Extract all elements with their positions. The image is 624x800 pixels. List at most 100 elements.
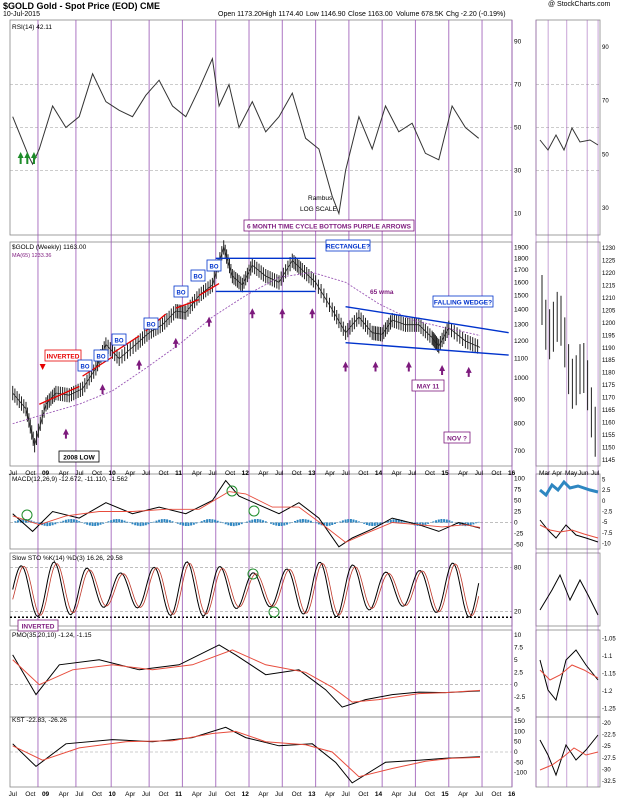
bo-annotation-box — [173, 285, 189, 298]
side-y-tick-label: 1160 — [602, 420, 616, 426]
sto-inverted-annotation-box — [17, 619, 59, 632]
x-tick-label: Jul — [275, 791, 284, 798]
price-series-line — [12, 245, 481, 446]
y-tick-label: 50 — [514, 497, 522, 504]
side-sto-line — [539, 573, 599, 616]
cycle-bottom-arrow — [206, 316, 213, 327]
y-tick-label: 80 — [514, 565, 522, 572]
cycle-bottom-arrow — [99, 384, 106, 395]
x-tick-label: Jul — [275, 470, 284, 477]
panel-legend: Slow STO %K(14) %D(3) 16.26, 29.58 — [12, 555, 123, 562]
inverted-annotation-box — [44, 349, 82, 362]
x-tick-label: 13 — [308, 470, 316, 477]
bo-annotation: BO — [147, 323, 156, 329]
x-tick-label: Jul — [142, 470, 151, 477]
x-tick-label: Jul — [475, 470, 484, 477]
bo-annotation: BO — [194, 275, 203, 281]
y-tick-label: 25 — [514, 509, 522, 516]
x-tick-label: Jul — [342, 470, 351, 477]
x-tick-label: 13 — [308, 791, 316, 798]
green-circle — [248, 505, 260, 517]
x-tick-label: 16 — [508, 470, 516, 477]
x-tick-label: Oct — [358, 470, 368, 477]
side-y-tick-label: 1215 — [602, 284, 616, 290]
x-tick-label: 09 — [42, 470, 50, 477]
x-tick-label: 15 — [441, 470, 449, 477]
panel-frame-sto — [9, 552, 513, 627]
x-tick-label: 11 — [175, 791, 182, 798]
y-tick-label: -5 — [514, 707, 520, 714]
x-tick-label: Oct — [292, 791, 302, 798]
y-tick-label: 100 — [514, 728, 525, 735]
green-arrow — [30, 152, 37, 164]
x-tick-label: Apr — [458, 470, 469, 477]
x-tick-label: Jul — [142, 791, 151, 798]
x-tick-label: Apr — [59, 791, 70, 798]
x-tick-label: 10 — [109, 470, 117, 477]
side-macd-signal — [539, 524, 599, 539]
side-y-tick-label: 1195 — [602, 333, 616, 339]
side-x-tick-label: Mar — [539, 470, 551, 477]
side-panel-frame-sto — [535, 552, 601, 627]
y-tick-label: 1700 — [514, 267, 529, 274]
side-y-tick-label: 1225 — [602, 259, 616, 265]
side-y-tick-label: -25 — [602, 744, 611, 750]
cycle-bottom-arrow — [62, 428, 69, 439]
ma65-line — [12, 271, 481, 425]
rambus-label: Rambus — [308, 195, 333, 202]
x-tick-label: Jul — [208, 470, 217, 477]
symbol-title: $GOLD Gold - Spot Price (EOD) CME — [3, 1, 161, 11]
side-y-tick-label: -22.5 — [602, 733, 616, 739]
green-circle — [226, 485, 238, 497]
side-y-tick-label: -32.5 — [602, 779, 616, 785]
side-panel-frame-kst — [535, 716, 601, 788]
y-tick-label: 1800 — [514, 255, 529, 262]
x-tick-label: Jul — [9, 470, 18, 477]
cycle-annotation: 6 MONTH TIME CYCLE BOTTOMS PURPLE ARROWS — [247, 224, 412, 231]
date-label: 10-Jul-2015 — [3, 11, 40, 18]
side-y-tick-label: 30 — [602, 206, 609, 212]
x-tick-label: Jul — [208, 791, 217, 798]
side-y-tick-label: 1190 — [602, 346, 616, 352]
breakout-line — [198, 283, 220, 297]
side-y-tick-label: 1155 — [602, 433, 616, 439]
low2008-annotation-box — [58, 450, 100, 463]
y-tick-label: 1500 — [514, 292, 529, 299]
x-tick-label: Apr — [391, 470, 402, 477]
price-bars — [12, 240, 479, 453]
low-value: Low 1146.90 — [306, 11, 346, 18]
wedge-annotation-box — [432, 295, 494, 308]
side-y-tick-label: 1175 — [602, 383, 616, 389]
x-tick-label: Apr — [192, 791, 203, 798]
side-y-tick-label: -20 — [602, 721, 611, 727]
stockcharts-credit: @ StockCharts.com — [548, 1, 611, 8]
breakout-line — [175, 299, 200, 309]
bo-annotation: BO — [97, 355, 106, 361]
y-tick-label: 10 — [514, 211, 522, 218]
x-tick-label: Oct — [292, 470, 302, 477]
cycle-bottom-arrow — [136, 359, 143, 370]
may11-annotation: MAY 11 — [417, 384, 440, 391]
side-y-tick-label: -1.15 — [602, 672, 616, 678]
x-tick-label: Apr — [391, 791, 402, 798]
y-tick-label: -100 — [514, 770, 527, 777]
bo-annotation: BO — [81, 365, 90, 371]
side-rsi-line — [539, 126, 599, 152]
x-tick-label: Apr — [59, 470, 70, 477]
cycle-bottom-arrow — [372, 361, 379, 372]
rectangle-annotation: RECTANGLE? — [326, 244, 370, 251]
cycle-annotation-box — [243, 219, 415, 232]
x-tick-label: Oct — [92, 791, 102, 798]
x-tick-label: Oct — [358, 791, 368, 798]
y-tick-label: 90 — [514, 39, 522, 46]
kst-line — [12, 726, 481, 784]
panel-legend: KST -22.83, -26.26 — [12, 717, 67, 724]
x-tick-label: Apr — [258, 470, 269, 477]
bo-annotation: BO — [210, 265, 219, 271]
x-tick-label: Apr — [125, 470, 136, 477]
side-y-tick-label: 1150 — [602, 445, 616, 451]
sto-d-line — [12, 562, 480, 617]
close-value: Close 1163.00 — [348, 11, 393, 18]
x-tick-label: Oct — [225, 470, 235, 477]
